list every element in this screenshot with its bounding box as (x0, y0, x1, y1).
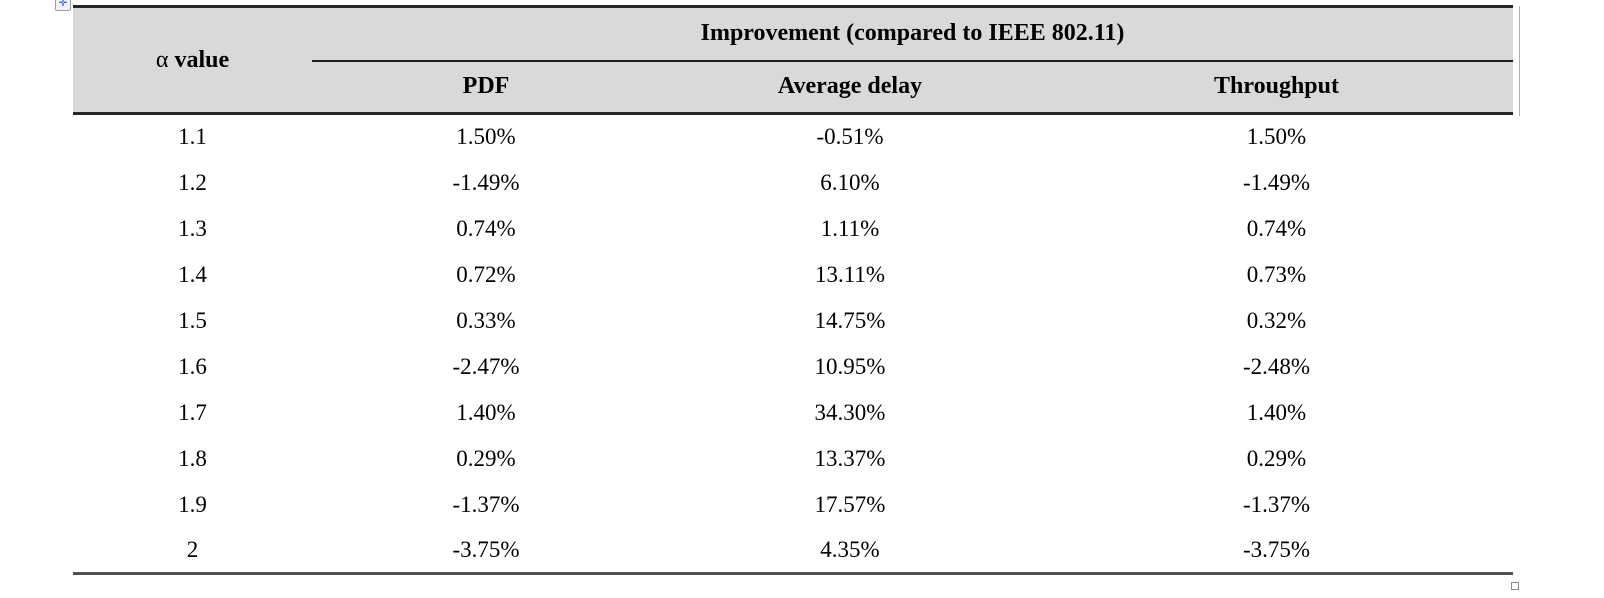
throughput-cell: 0.29% (1040, 435, 1514, 482)
throughput-cell: -3.75% (1040, 527, 1514, 575)
alpha-cell: 1.3 (73, 205, 312, 252)
throughput-cell: 1.40% (1040, 389, 1514, 436)
header-row-top: α value Improvement (compared to IEEE 80… (73, 6, 1514, 115)
improvement-results-table: α value Improvement (compared to IEEE 80… (73, 5, 1514, 575)
average-delay-cell: 13.11% (660, 251, 1040, 298)
average-delay-cell: -0.51% (660, 113, 1040, 160)
alpha-cell: 1.6 (73, 343, 312, 390)
alpha-cell: 1.5 (73, 297, 312, 344)
col-header-pdf: PDF (312, 60, 660, 115)
table-header: α value Improvement (compared to IEEE 80… (73, 6, 1514, 115)
table-row: 1.1 1.50% -0.51% 1.50% (73, 113, 1514, 160)
table-row: 1.7 1.40% 34.30% 1.40% (73, 389, 1514, 436)
table-resize-handle[interactable] (1511, 582, 1519, 590)
pdf-cell: 0.29% (312, 435, 660, 482)
throughput-cell: -1.49% (1040, 159, 1514, 206)
alpha-cell: 1.2 (73, 159, 312, 206)
table-row: 1.2 -1.49% 6.10% -1.49% (73, 159, 1514, 206)
average-delay-cell: 10.95% (660, 343, 1040, 390)
alpha-cell: 1.8 (73, 435, 312, 482)
alpha-cell: 2 (73, 527, 312, 575)
throughput-cell: 0.74% (1040, 205, 1514, 252)
alpha-cell: 1.9 (73, 481, 312, 528)
throughput-cell: 0.73% (1040, 251, 1514, 298)
average-delay-cell: 4.35% (660, 527, 1040, 575)
alpha-symbol: α (155, 46, 169, 73)
pdf-cell: 0.72% (312, 251, 660, 298)
throughput-cell: -1.37% (1040, 481, 1514, 528)
alpha-cell: 1.7 (73, 389, 312, 436)
average-delay-cell: 17.57% (660, 481, 1040, 528)
pdf-cell: 1.50% (312, 113, 660, 160)
alpha-cell: 1.1 (73, 113, 312, 160)
alpha-header-label: value (168, 46, 230, 73)
table-row: 1.4 0.72% 13.11% 0.73% (73, 251, 1514, 298)
table-row: 1.5 0.33% 14.75% 0.32% (73, 297, 1514, 344)
pdf-cell: 1.40% (312, 389, 660, 436)
table-move-handle[interactable]: ✛ (55, 0, 71, 11)
table-row: 1.3 0.74% 1.11% 0.74% (73, 205, 1514, 252)
average-delay-cell: 34.30% (660, 389, 1040, 436)
table-row: 2 -3.75% 4.35% -3.75% (73, 527, 1514, 575)
improvement-span-header: Improvement (compared to IEEE 802.11) (312, 6, 1514, 62)
pdf-cell: 0.33% (312, 297, 660, 344)
header-row-sub: PDF Average delay Throughput (73, 60, 1514, 115)
average-delay-cell: 13.37% (660, 435, 1040, 482)
table-row: 1.6 -2.47% 10.95% -2.48% (73, 343, 1514, 390)
average-delay-cell: 1.11% (660, 205, 1040, 252)
col-header-average-delay: Average delay (660, 60, 1040, 115)
table-row: 1.8 0.29% 13.37% 0.29% (73, 435, 1514, 482)
table-row: 1.9 -1.37% 17.57% -1.37% (73, 481, 1514, 528)
pdf-cell: -1.49% (312, 159, 660, 206)
pdf-cell: -1.37% (312, 481, 660, 528)
alpha-cell: 1.4 (73, 251, 312, 298)
pdf-cell: -3.75% (312, 527, 660, 575)
throughput-cell: -2.48% (1040, 343, 1514, 390)
pdf-cell: 0.74% (312, 205, 660, 252)
table-right-gridline (1519, 6, 1520, 116)
col-header-throughput: Throughput (1040, 60, 1514, 115)
pdf-cell: -2.47% (312, 343, 660, 390)
average-delay-cell: 6.10% (660, 159, 1040, 206)
alpha-value-header: α value (73, 6, 312, 115)
throughput-cell: 1.50% (1040, 113, 1514, 160)
average-delay-cell: 14.75% (660, 297, 1040, 344)
table-body: 1.1 1.50% -0.51% 1.50% 1.2 -1.49% 6.10% … (73, 113, 1514, 575)
move-icon: ✛ (58, 0, 68, 9)
throughput-cell: 0.32% (1040, 297, 1514, 344)
